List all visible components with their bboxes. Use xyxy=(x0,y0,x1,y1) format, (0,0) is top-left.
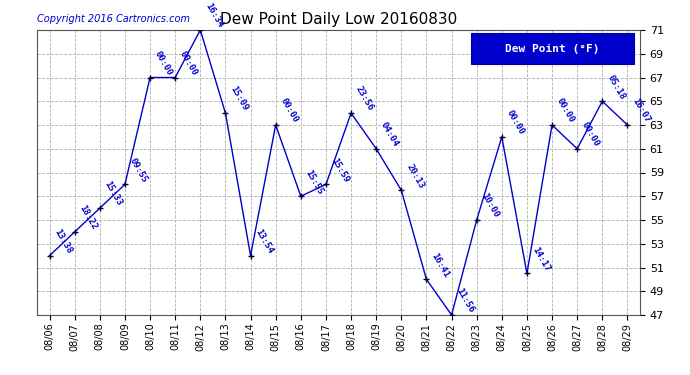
Text: 15:59: 15:59 xyxy=(329,156,351,184)
Text: 23:56: 23:56 xyxy=(354,85,375,113)
Text: Copyright 2016 Cartronics.com: Copyright 2016 Cartronics.com xyxy=(37,14,190,24)
Text: 16:07: 16:07 xyxy=(631,97,651,124)
FancyBboxPatch shape xyxy=(471,33,634,64)
Text: 00:00: 00:00 xyxy=(580,121,602,148)
Text: 11:56: 11:56 xyxy=(455,287,476,315)
Text: 05:18: 05:18 xyxy=(605,73,627,101)
Text: 00:00: 00:00 xyxy=(279,97,300,124)
Text: 16:41: 16:41 xyxy=(429,251,451,279)
Text: 09:55: 09:55 xyxy=(128,156,149,184)
Text: 10:00: 10:00 xyxy=(480,192,501,220)
Text: 13:54: 13:54 xyxy=(254,228,275,255)
Text: 20:13: 20:13 xyxy=(404,162,426,190)
Text: 16:34: 16:34 xyxy=(204,2,224,30)
Text: 13:38: 13:38 xyxy=(52,228,74,255)
Text: 00:00: 00:00 xyxy=(178,50,199,77)
Text: 00:00: 00:00 xyxy=(505,109,526,136)
Text: 15:09: 15:09 xyxy=(228,85,250,113)
Text: 00:00: 00:00 xyxy=(555,97,576,124)
Text: 15:33: 15:33 xyxy=(103,180,124,208)
Text: 00:00: 00:00 xyxy=(153,50,175,77)
Text: 04:04: 04:04 xyxy=(380,121,400,148)
Text: Dew Point (°F): Dew Point (°F) xyxy=(505,44,600,54)
Text: 14:17: 14:17 xyxy=(530,245,551,273)
Title: Dew Point Daily Low 20160830: Dew Point Daily Low 20160830 xyxy=(220,12,457,27)
Text: 18:22: 18:22 xyxy=(78,204,99,231)
Text: 15:55: 15:55 xyxy=(304,168,325,196)
